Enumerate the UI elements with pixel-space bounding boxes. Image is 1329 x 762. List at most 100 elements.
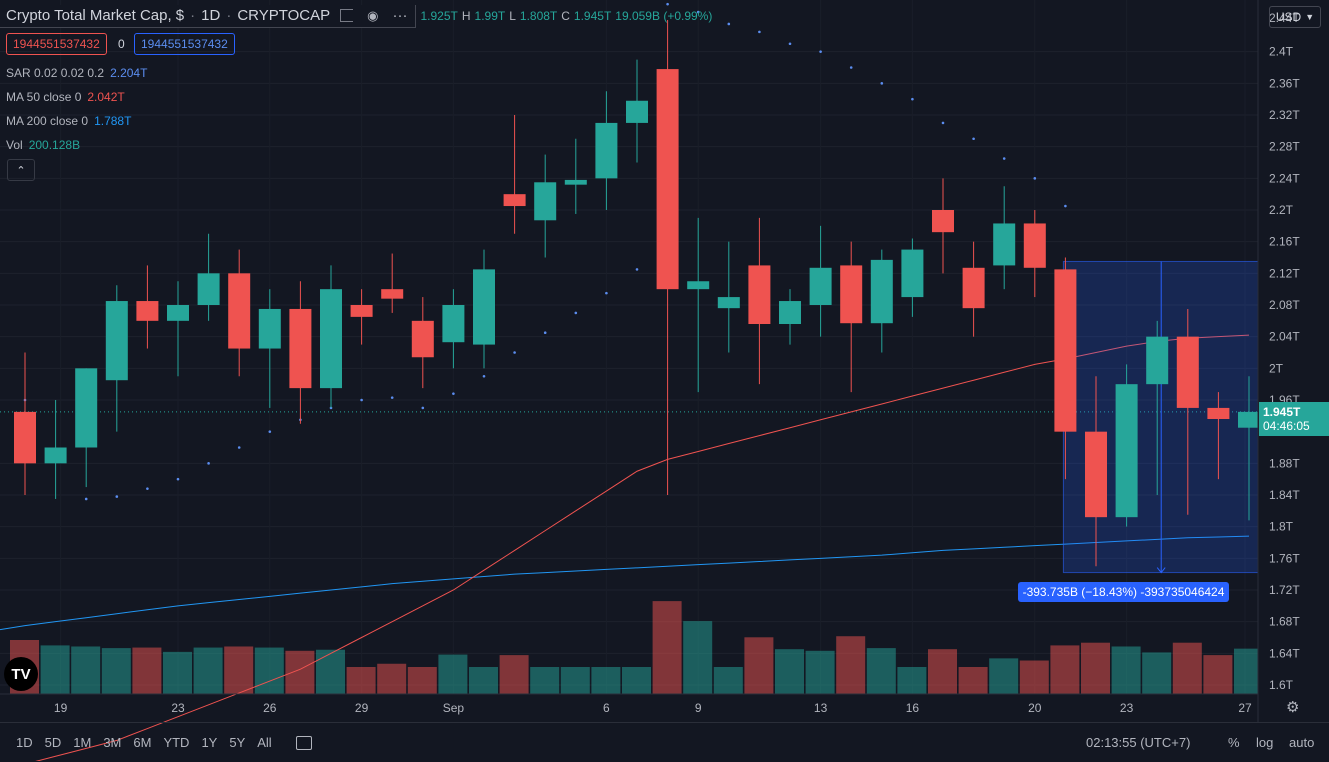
timeframe-all[interactable]: All (257, 735, 272, 750)
indicator-vol-value: 200.128B (28, 138, 81, 152)
candle-body (1207, 407, 1230, 419)
last-price-label: 1.945T 04:46:05 (1259, 402, 1329, 436)
sar-dot (543, 331, 547, 335)
sell-price-box[interactable]: 1944551537432 (6, 33, 107, 55)
indicator-ma50[interactable]: MA 50 close 0 2.042T (6, 90, 125, 104)
indicator-vol[interactable]: Vol 200.128B (6, 138, 80, 152)
volume-bar (193, 647, 223, 694)
volume-bar (836, 636, 866, 694)
volume-bar (1142, 652, 1172, 694)
candle-body (748, 265, 771, 324)
auto-toggle[interactable]: auto (1289, 735, 1315, 750)
timeframe-6m[interactable]: 6M (133, 735, 152, 750)
volume-bar (530, 667, 560, 694)
measure-range-box (1062, 260, 1260, 574)
indicator-ma200[interactable]: MA 200 close 0 1.788T (6, 114, 131, 128)
eye-icon[interactable]: ◉ (367, 7, 379, 23)
volume-bar (560, 667, 590, 694)
volume-bar (469, 667, 498, 694)
candle-body (44, 447, 67, 464)
volume-bar (1050, 645, 1080, 694)
chevron-down-icon: ▼ (1305, 12, 1315, 22)
ma50-line (35, 334, 1250, 761)
collapse-legend-button[interactable]: ⌃ (7, 159, 35, 181)
percent-toggle[interactable]: % (1228, 735, 1240, 750)
sar-dot (727, 22, 731, 26)
timeframe-1y[interactable]: 1Y (201, 735, 218, 750)
time-tick-label: 29 (355, 701, 369, 715)
ohlc-values: 1.925T H 1.99T L 1.808T C 1.945T 19.059B (+… (420, 9, 712, 23)
more-icon[interactable]: ··· (392, 7, 408, 24)
sar-dot (849, 66, 853, 69)
timeframe-1d[interactable]: 1D (16, 735, 33, 750)
sar-dot (268, 430, 272, 433)
indicator-sar[interactable]: SAR 0.02 0.02 0.2 2.204T (6, 66, 147, 80)
indicator-sar-name: SAR 0.02 0.02 0.2 (6, 66, 105, 80)
timeframe-5y[interactable]: 5Y (229, 735, 246, 750)
volume-bar (866, 648, 896, 694)
volume-bar (1081, 642, 1110, 694)
candle-body (14, 411, 36, 464)
volume-bar (346, 667, 376, 694)
candle-body (1176, 336, 1199, 408)
sar-dot (390, 396, 394, 399)
sar-dot (666, 2, 669, 6)
date-range-icon[interactable] (295, 735, 312, 750)
currency-label: USD (1275, 10, 1302, 24)
indicator-sar-value: 2.204T (110, 66, 148, 80)
candle-body (197, 273, 220, 305)
timeframe-3m[interactable]: 3M (103, 735, 122, 750)
candle-body (167, 305, 189, 321)
clock[interactable]: 02:13:55 (UTC+7) (1086, 735, 1191, 750)
time-tick-label: 6 (603, 701, 610, 715)
candle-body (993, 223, 1016, 266)
sar-dot (360, 398, 363, 402)
sar-dot (452, 392, 455, 395)
price-tick-label: 2.4T (1269, 45, 1294, 59)
currency-select[interactable]: USD ▼ (1269, 6, 1321, 28)
symbol-title-box[interactable]: Crypto Total Market Cap, $ · 1D · CRYPTO… (0, 4, 417, 28)
last-price-value: 1.945T (1263, 405, 1301, 419)
interval-label[interactable]: 1D (201, 7, 221, 24)
measure-label: -393.735B (−18.43%) -393735046424 (1018, 582, 1229, 602)
volume-bar (805, 650, 835, 694)
sar-dot (696, 10, 700, 14)
bottom-toolbar: 1D 5D 1M 3M 6M YTD 1Y 5Y All 02:13:55 (U… (0, 722, 1329, 762)
price-tick-label: 2.2T (1269, 203, 1294, 217)
candle-body (228, 273, 251, 349)
buy-price-box[interactable]: 1944551537432 (134, 33, 235, 55)
high-label: H (461, 9, 471, 23)
sar-dot (513, 351, 516, 354)
volume-bar (224, 646, 254, 694)
timeframe-5d[interactable]: 5D (44, 735, 62, 750)
candle-body (1085, 431, 1107, 518)
high-value: 1.99T (474, 9, 506, 23)
candle-body (901, 249, 924, 298)
timeframe-1m[interactable]: 1M (73, 735, 92, 750)
sar-dot (911, 97, 914, 101)
settings-gear-icon[interactable]: ⚙ (1286, 699, 1300, 716)
candles (14, 20, 1260, 567)
volume-bar (622, 667, 651, 694)
candle-body (1146, 336, 1169, 385)
timeframe-ytd[interactable]: YTD (163, 735, 190, 750)
candle-body (1115, 384, 1138, 518)
candle-body (564, 179, 587, 185)
flag-icon[interactable] (340, 9, 354, 22)
candle-body (962, 267, 985, 309)
indicator-ma50-value: 2.042T (87, 90, 125, 104)
time-tick-label: 27 (1238, 701, 1252, 715)
volume-bar (713, 667, 743, 694)
symbol-title[interactable]: Crypto Total Market Cap, $ (6, 7, 185, 24)
log-toggle[interactable]: log (1256, 735, 1274, 750)
price-tick-label: 1.88T (1269, 456, 1300, 470)
sar-dot (880, 82, 884, 85)
tradingview-logo[interactable]: TV (4, 657, 38, 691)
volume-bar (1172, 642, 1202, 694)
volume-bar (744, 637, 774, 694)
price-tick-label: 1.76T (1269, 551, 1300, 565)
time-tick-label: 26 (263, 701, 277, 715)
indicator-ma50-name: MA 50 close 0 (6, 90, 82, 104)
candle-body (809, 267, 832, 305)
